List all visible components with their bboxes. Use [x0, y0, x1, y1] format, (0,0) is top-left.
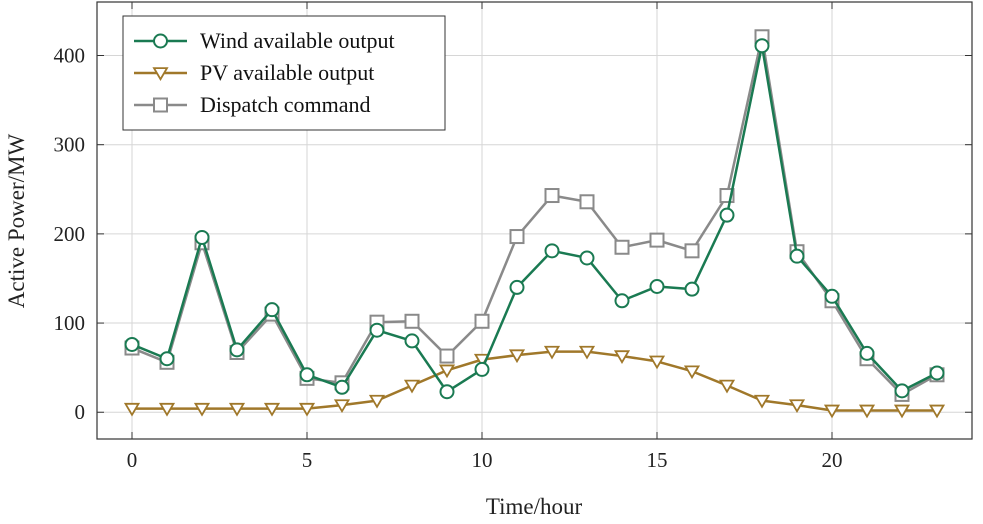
series-line	[132, 350, 937, 412]
data-point	[264, 302, 280, 318]
legend-item: PV available output	[134, 60, 374, 85]
data-point	[159, 351, 175, 367]
data-point	[684, 281, 700, 297]
y-tick-label: 100	[54, 311, 86, 335]
data-point	[613, 350, 631, 365]
data-point	[894, 383, 910, 399]
grid	[97, 2, 972, 439]
data-point	[369, 322, 385, 338]
data-point	[579, 250, 595, 266]
data-point	[684, 243, 700, 259]
x-tick-label: 20	[822, 448, 843, 472]
legend-item: Dispatch command	[134, 92, 370, 117]
legend-label: PV available output	[200, 60, 374, 85]
legend: Wind available output PV available output…	[122, 15, 446, 131]
legend-swatch-marker	[153, 97, 168, 113]
series-pv-available-output	[123, 345, 946, 419]
data-point	[578, 345, 596, 360]
x-axis-title: Time/hour	[486, 494, 583, 519]
data-point	[859, 345, 875, 361]
data-point	[508, 349, 526, 364]
data-point	[543, 345, 561, 360]
data-point	[824, 288, 840, 304]
legend-label: Dispatch command	[200, 92, 370, 117]
data-point	[649, 278, 665, 294]
series-layer	[123, 29, 946, 419]
data-point	[194, 229, 210, 245]
data-point	[123, 402, 141, 417]
legend-label: Wind available output	[200, 28, 395, 53]
legend-swatch-marker	[153, 33, 168, 49]
data-point	[474, 313, 490, 329]
x-tick-label: 5	[302, 448, 313, 472]
data-point	[719, 207, 735, 223]
data-point	[228, 402, 246, 417]
data-point	[614, 293, 630, 309]
data-point	[893, 404, 911, 419]
x-tick-label: 15	[647, 448, 668, 472]
data-point	[509, 229, 525, 245]
data-point	[754, 38, 770, 54]
plot-frame	[96, 1, 973, 440]
data-point	[124, 336, 140, 352]
data-point	[718, 379, 736, 394]
data-point	[753, 394, 771, 409]
data-point	[789, 248, 805, 264]
x-tick-label: 0	[127, 448, 138, 472]
data-point	[438, 364, 456, 379]
data-point	[858, 404, 876, 419]
data-point	[333, 399, 351, 414]
data-point	[263, 402, 281, 417]
data-point	[403, 379, 421, 394]
y-tick-label: 300	[54, 133, 86, 157]
data-point	[404, 313, 420, 329]
data-point	[788, 399, 806, 414]
data-point	[193, 402, 211, 417]
data-point	[334, 379, 350, 395]
data-point	[579, 194, 595, 210]
data-point	[823, 404, 841, 419]
y-tick-label: 400	[54, 44, 86, 68]
data-point	[439, 384, 455, 400]
y-axis-title: Active Power/MW	[4, 134, 29, 309]
data-point	[929, 365, 945, 381]
data-point	[509, 279, 525, 295]
data-point	[229, 342, 245, 358]
y-tick-label: 200	[54, 222, 86, 246]
data-point	[544, 188, 560, 204]
data-point	[299, 367, 315, 383]
data-point	[158, 402, 176, 417]
data-point	[404, 333, 420, 349]
legend-item: Wind available output	[134, 28, 395, 53]
y-tick-label: 0	[75, 400, 86, 424]
data-point	[368, 394, 386, 409]
data-point	[614, 239, 630, 255]
data-point	[648, 355, 666, 370]
data-point	[928, 404, 946, 419]
series-line	[131, 44, 938, 393]
data-point	[474, 361, 490, 377]
data-point	[544, 243, 560, 259]
data-point	[298, 402, 316, 417]
x-tick-label: 10	[472, 448, 493, 472]
legend-swatch-marker	[152, 67, 169, 81]
data-point	[683, 365, 701, 380]
data-point	[649, 232, 665, 248]
data-point	[439, 348, 455, 364]
series-wind-available-output	[124, 38, 945, 400]
